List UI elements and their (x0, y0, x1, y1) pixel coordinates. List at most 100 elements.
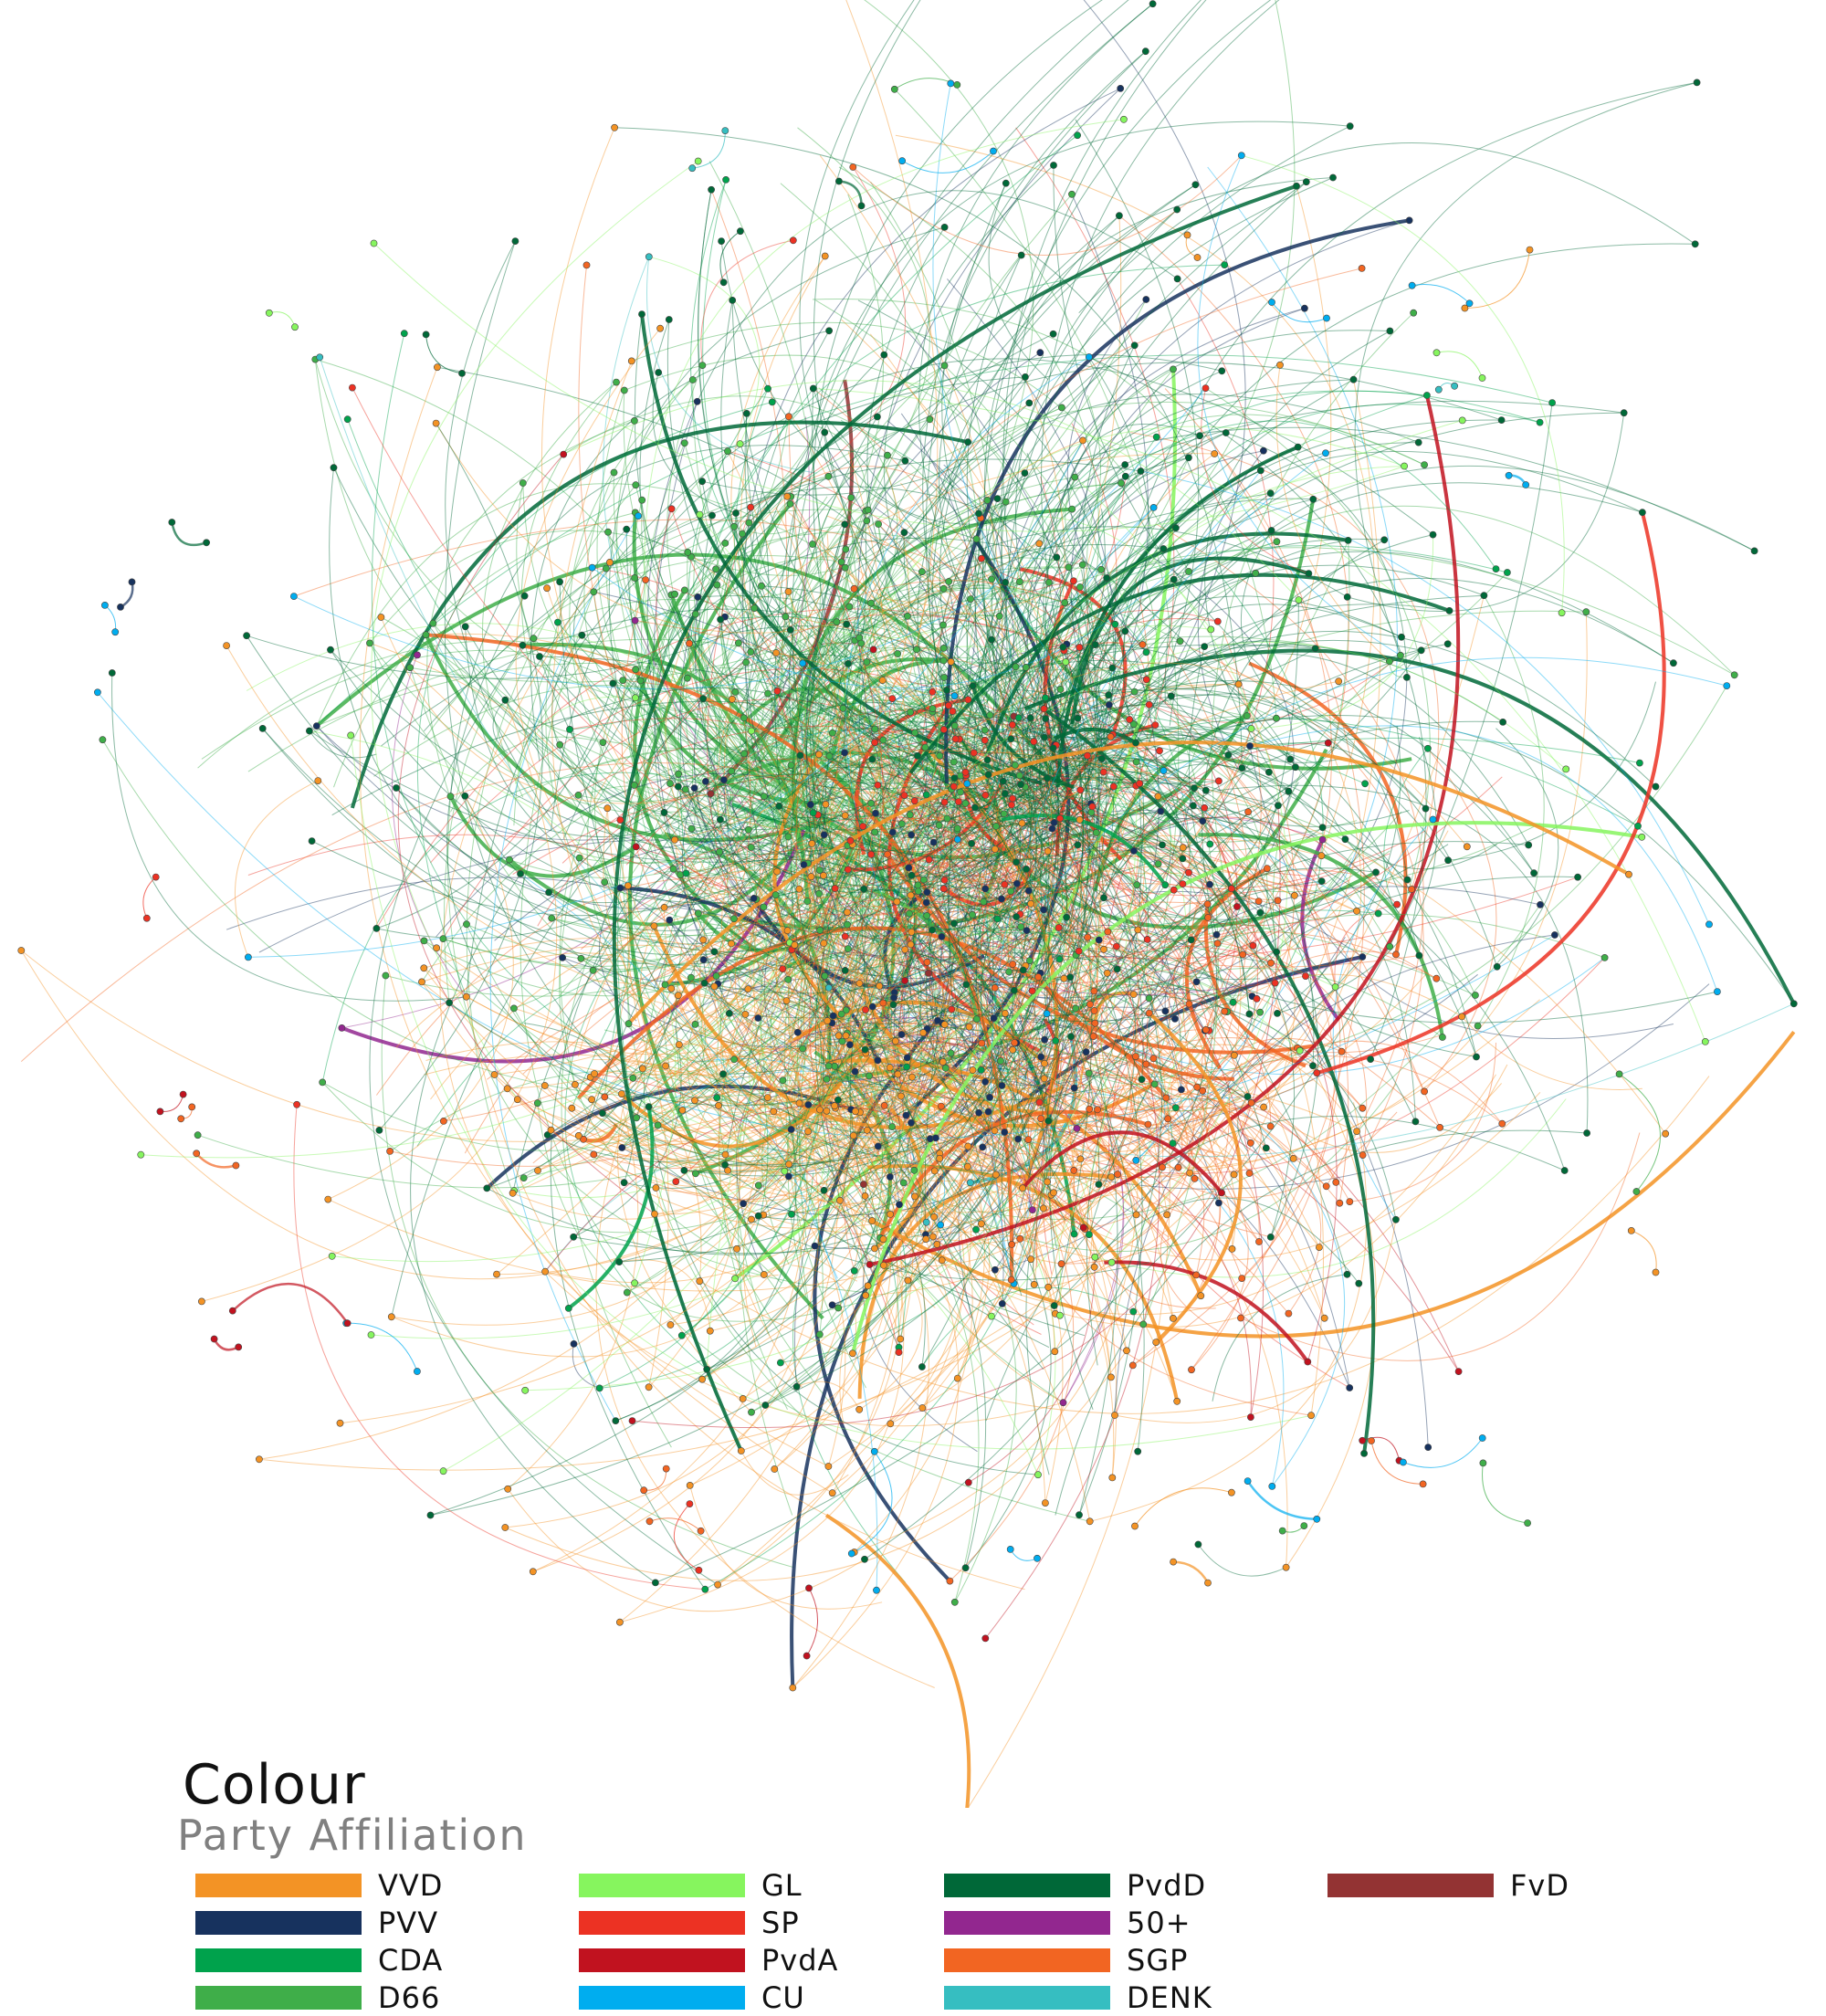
network-node (747, 648, 755, 656)
network-edge (966, 742, 1086, 985)
network-edge (748, 942, 865, 1223)
network-edge (985, 1116, 1565, 1422)
network-edge (571, 1022, 1225, 1235)
network-edge (742, 939, 831, 1204)
network-node (1027, 1255, 1034, 1264)
network-edge (910, 963, 1013, 1075)
network-node (984, 1108, 992, 1116)
network-edge (827, 1080, 891, 1249)
network-node (1291, 891, 1298, 899)
network-node (426, 1511, 435, 1519)
network-node (244, 953, 252, 961)
network-edge (862, 1087, 969, 1147)
network-edge (1073, 718, 1097, 766)
network-edge (922, 803, 1092, 987)
network-edge (944, 365, 1219, 1325)
network-edge (562, 380, 1299, 601)
party-network-graph (17, 0, 1798, 1808)
network-edge (777, 657, 944, 741)
network-node (1524, 1519, 1531, 1527)
network-node (1497, 416, 1506, 424)
network-node (970, 749, 978, 757)
network-edge (718, 667, 919, 886)
network-edge (1188, 646, 1477, 1057)
network-node (1065, 563, 1073, 572)
network-edge (826, 1010, 977, 1114)
network-node (735, 639, 742, 647)
network-edge (507, 879, 845, 1089)
network-node (1230, 1171, 1238, 1179)
network-node (530, 635, 538, 643)
network-node (698, 478, 706, 486)
network-edge (316, 483, 842, 727)
network-edge (702, 1029, 866, 1296)
network-edge (843, 455, 1025, 847)
network-edge (1362, 1436, 1400, 1461)
network-edge (424, 931, 917, 1055)
network-node (1465, 299, 1474, 308)
network-edge (195, 1152, 236, 1169)
network-edge (1099, 782, 1140, 854)
network-node (439, 1467, 447, 1475)
network-edge (822, 1083, 856, 1112)
network-node (981, 1077, 989, 1086)
network-node (510, 1004, 518, 1013)
network-node (1137, 467, 1145, 475)
network-edge (642, 1009, 857, 1076)
network-node (1537, 901, 1544, 908)
network-edge (1025, 718, 1068, 784)
network-edge (1031, 825, 1105, 898)
network-node (1024, 1136, 1033, 1143)
network-edge (785, 615, 1441, 1129)
network-node (1008, 1241, 1016, 1248)
network-node (805, 1584, 813, 1592)
network-edge (1059, 630, 1126, 709)
network-node (1170, 365, 1177, 373)
network-edge (736, 915, 928, 1336)
network-node (1218, 1189, 1225, 1197)
network-node (1615, 1070, 1623, 1078)
network-edge (838, 180, 863, 206)
network-node (901, 946, 909, 953)
network-node (197, 1297, 205, 1306)
network-edge (1192, 1111, 1236, 1249)
network-edge (421, 982, 1084, 1230)
network-node (1036, 349, 1044, 357)
network-node (784, 588, 792, 595)
network-node (998, 1082, 1006, 1089)
network-edge (639, 926, 700, 1099)
network-edge (697, 702, 1048, 780)
network-node (652, 1184, 660, 1192)
network-edge (839, 1074, 1496, 1316)
network-edge (1059, 424, 1201, 513)
network-edge (316, 662, 1002, 1062)
network-edge (648, 256, 761, 445)
network-node (861, 1192, 869, 1200)
network-edge (547, 512, 867, 1136)
network-node (548, 914, 556, 922)
network-node (1197, 1292, 1205, 1300)
network-edge (813, 679, 923, 1037)
network-edge (665, 825, 862, 987)
network-edge (1055, 423, 1118, 746)
network-node (978, 1220, 985, 1228)
network-edge (849, 1104, 1288, 1568)
network-edge (719, 619, 1068, 723)
network-node (519, 479, 527, 487)
network-node (849, 1349, 856, 1358)
network-node (1499, 719, 1506, 726)
network-node (1019, 1184, 1026, 1192)
network-edge (991, 890, 1107, 1317)
network-edge (836, 1071, 1168, 1215)
network-node (672, 1178, 680, 1185)
network-edge (838, 166, 1100, 788)
network-edge (845, 887, 857, 926)
network-node (950, 758, 958, 766)
network-edge (939, 472, 1050, 845)
network-node (841, 932, 849, 940)
network-node (578, 631, 586, 639)
network-edge (918, 586, 1100, 1040)
network-edge (828, 866, 1358, 1069)
network-edge (496, 1046, 860, 1276)
network-edge (293, 519, 1425, 1092)
